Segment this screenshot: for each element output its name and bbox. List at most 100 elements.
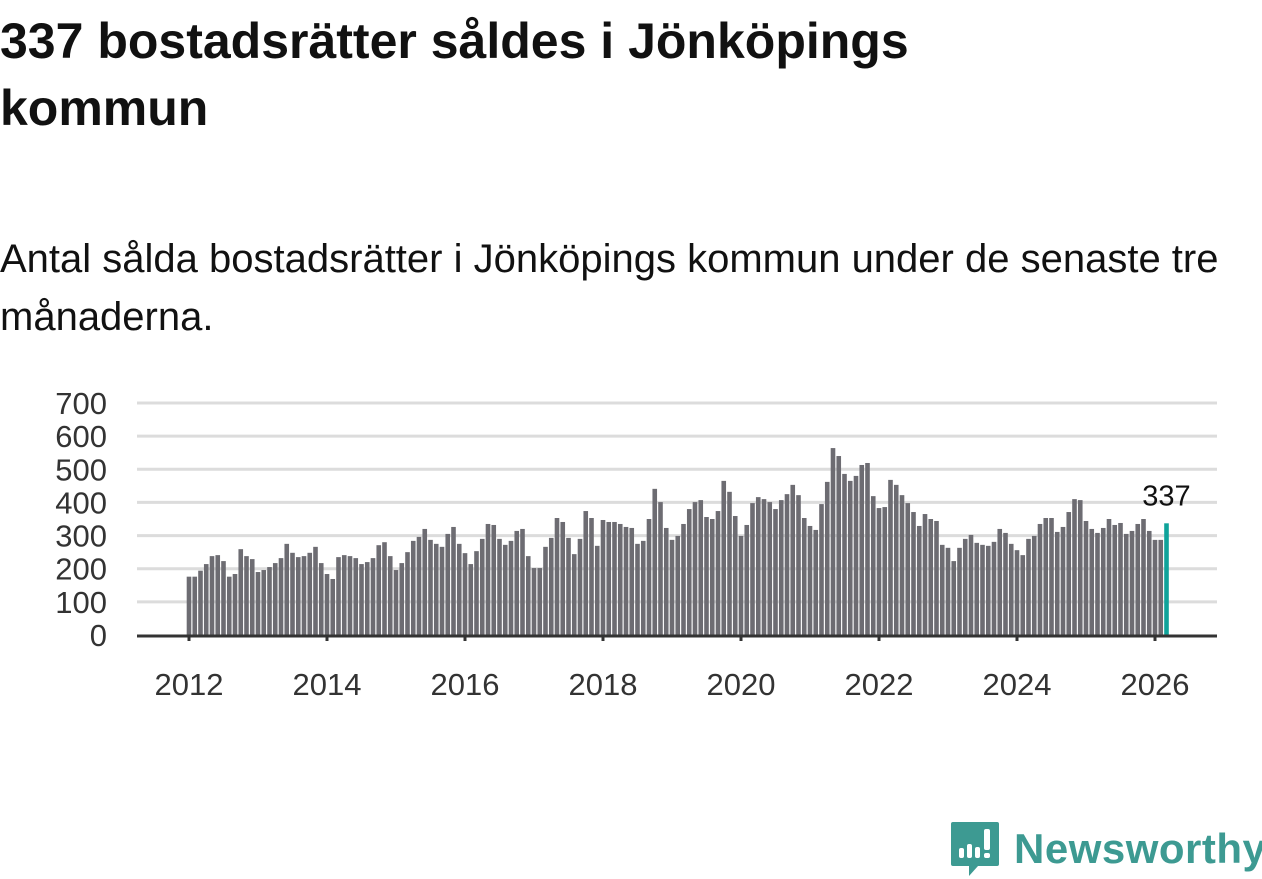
bar [313,546,318,635]
bar [847,480,853,635]
x-tick-label: 2022 [845,667,914,702]
bar [474,551,479,635]
bar [370,558,376,635]
bar [422,528,428,635]
bar [744,524,750,635]
bar [393,570,399,635]
bar [807,525,813,635]
bar [1054,531,1060,635]
bar [1014,550,1020,635]
bar [451,526,456,635]
bar [491,524,497,635]
bar [537,568,543,635]
bars [186,448,1169,635]
y-tick-label: 0 [90,618,107,653]
bar [1037,523,1043,635]
bar [681,523,686,635]
bar [635,543,640,635]
bar [836,456,842,635]
bar [1152,539,1158,635]
bar [773,509,778,635]
bar [893,484,899,635]
bar [571,554,577,635]
bar [957,547,962,635]
bar [1008,543,1014,635]
bar [709,519,715,635]
bar [278,558,284,635]
bar [347,556,353,635]
bar [566,537,571,635]
bar [888,479,893,635]
bar [698,500,704,635]
y-tick-label: 100 [55,585,107,620]
bar [244,556,249,635]
bar [295,557,301,635]
bar [290,552,295,635]
bar [198,570,203,635]
chart-subtitle: Antal sålda bostadsrätter i Jönköpings k… [0,237,1219,339]
bar [738,535,744,635]
bar [813,529,819,635]
bar [399,563,405,635]
bar [922,514,928,635]
bar [819,504,824,635]
bar [606,521,612,635]
bar [405,552,410,635]
bar [1072,499,1077,635]
bar [416,536,422,635]
bar [1106,519,1112,635]
newsworthy-logo[interactable]: Newsworthy [950,820,1262,878]
bar [790,484,796,635]
bar [238,549,244,635]
y-tick-label: 500 [55,452,107,487]
bar [1020,555,1026,635]
bar [359,564,364,635]
bar [767,502,773,635]
bar [686,509,692,635]
bar [899,495,905,635]
bar [980,544,985,635]
bar [669,539,675,635]
page-title: 337 bostadsrätter såldes i Jönköpings ko… [0,13,909,136]
y-tick-label: 200 [55,552,107,587]
y-tick-label: 400 [55,485,107,520]
bar [485,523,491,635]
bar [727,491,732,635]
bar [520,528,525,635]
bar [1026,538,1031,635]
bar [945,547,951,635]
bar [985,545,991,635]
bar [462,553,468,635]
bar [255,572,261,635]
bar [554,518,560,635]
bar [842,473,847,635]
bar [1060,526,1066,635]
bar [577,538,583,635]
brand-name: Newsworthy [1014,825,1262,872]
bar [468,564,474,635]
bar [364,562,370,635]
bar [991,541,997,635]
bar [876,508,882,635]
bar [502,544,508,635]
bar [543,546,548,635]
bar [755,497,761,635]
bar [721,480,727,635]
bar [853,475,859,635]
latest-value-label: 337 [1142,480,1190,512]
bar [1089,528,1095,635]
bar [336,557,341,635]
bar [750,503,755,635]
bar [600,519,606,635]
bar [865,462,870,635]
bar [272,563,278,635]
bar [916,525,922,635]
bar [658,502,663,635]
bar [497,538,502,635]
bar [479,538,485,635]
bar [1129,530,1135,635]
bar [704,517,709,635]
bar [1077,500,1083,635]
bar [428,539,433,635]
bar [905,503,911,635]
